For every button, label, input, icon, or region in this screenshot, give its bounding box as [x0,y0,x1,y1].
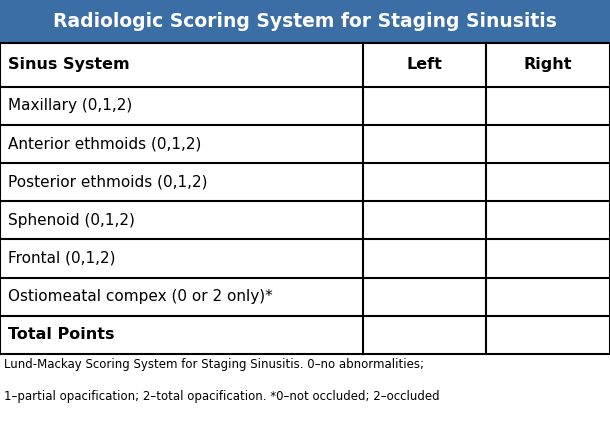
Text: Lund-Mackay Scoring System for Staging Sinusitis. 0–no abnormalities;: Lund-Mackay Scoring System for Staging S… [4,358,424,371]
Text: Posterior ethmoids (0,1,2): Posterior ethmoids (0,1,2) [8,175,207,189]
Text: Anterior ethmoids (0,1,2): Anterior ethmoids (0,1,2) [8,136,201,151]
Text: Left: Left [407,57,442,72]
Text: Ostiomeatal compex (0 or 2 only)*: Ostiomeatal compex (0 or 2 only)* [8,289,273,304]
Text: Radiologic Scoring System for Staging Sinusitis: Radiologic Scoring System for Staging Si… [53,12,557,31]
Text: Sinus System: Sinus System [8,57,129,72]
Text: Total Points: Total Points [8,327,115,342]
Text: Right: Right [524,57,572,72]
Text: Frontal (0,1,2): Frontal (0,1,2) [8,251,115,266]
Text: 1–partial opacification; 2–total opacification. *0–not occluded; 2–occluded: 1–partial opacification; 2–total opacifi… [4,390,440,403]
Bar [0,43,610,354]
Text: Maxillary (0,1,2): Maxillary (0,1,2) [8,98,132,113]
Bar [0,0,610,43]
Text: Sphenoid (0,1,2): Sphenoid (0,1,2) [8,213,135,228]
